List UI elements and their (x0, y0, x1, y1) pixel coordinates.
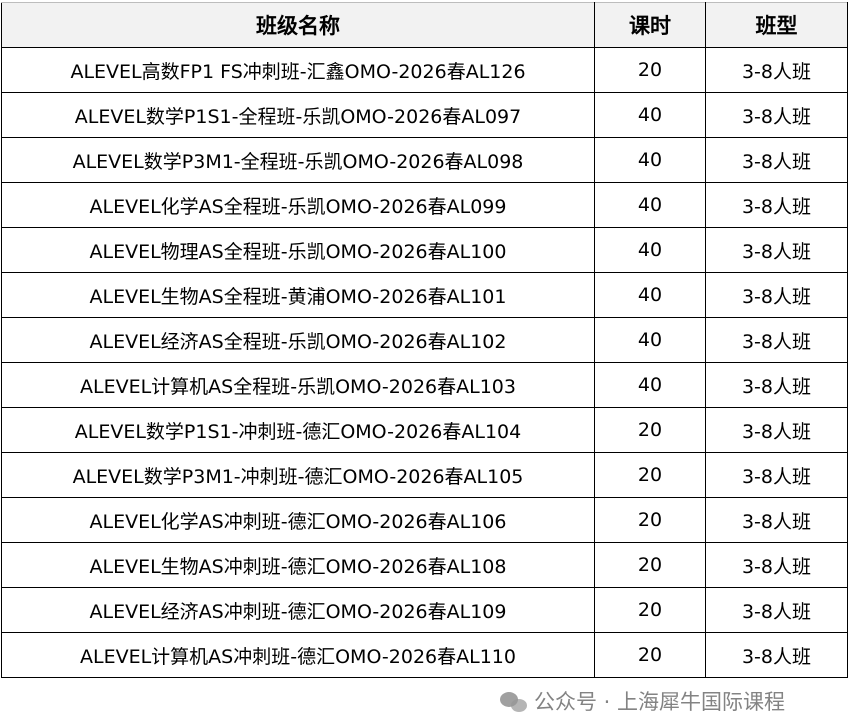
cell-class-name: ALEVEL生物AS全程班-黄浦OMO-2026春AL101 (1, 272, 595, 318)
cell-hours: 40 (594, 272, 706, 318)
cell-hours: 20 (594, 452, 706, 498)
cell-class-name: ALEVEL计算机AS冲刺班-德汇OMO-2026春AL110 (1, 632, 595, 678)
header-class-name: 班级名称 (1, 2, 595, 48)
table-row: ALEVEL计算机AS全程班-乐凯OMO-2026春AL103 40 3-8人班 (1, 362, 848, 408)
cell-class-name: ALEVEL数学P1S1-冲刺班-德汇OMO-2026春AL104 (1, 407, 595, 453)
cell-class-name: ALEVEL数学P1S1-全程班-乐凯OMO-2026春AL097 (1, 92, 595, 138)
wechat-icon (500, 690, 528, 714)
cell-class-name: ALEVEL经济AS冲刺班-德汇OMO-2026春AL109 (1, 587, 595, 633)
cell-hours: 40 (594, 227, 706, 273)
table-row: ALEVEL经济AS冲刺班-德汇OMO-2026春AL109 20 3-8人班 (1, 587, 848, 633)
cell-class-name: ALEVEL化学AS冲刺班-德汇OMO-2026春AL106 (1, 497, 595, 543)
cell-class-type: 3-8人班 (705, 497, 848, 543)
table-row: ALEVEL化学AS冲刺班-德汇OMO-2026春AL106 20 3-8人班 (1, 497, 848, 543)
cell-hours: 40 (594, 137, 706, 183)
table-row: ALEVEL数学P3M1-全程班-乐凯OMO-2026春AL098 40 3-8人班 (1, 137, 848, 183)
class-schedule-table: 班级名称 课时 班型 ALEVEL高数FP1 FS冲刺班-汇鑫OMO-2026春… (1, 2, 848, 678)
cell-class-type: 3-8人班 (705, 227, 848, 273)
cell-hours: 40 (594, 92, 706, 138)
table-row: ALEVEL计算机AS冲刺班-德汇OMO-2026春AL110 20 3-8人班 (1, 632, 848, 678)
cell-class-type: 3-8人班 (705, 587, 848, 633)
table-row: ALEVEL物理AS全程班-乐凯OMO-2026春AL100 40 3-8人班 (1, 227, 848, 273)
watermark-text: 公众号 · 上海犀牛国际课程 (534, 690, 786, 714)
cell-class-type: 3-8人班 (705, 47, 848, 93)
cell-class-name: ALEVEL物理AS全程班-乐凯OMO-2026春AL100 (1, 227, 595, 273)
table-row: ALEVEL生物AS冲刺班-德汇OMO-2026春AL108 20 3-8人班 (1, 542, 848, 588)
cell-class-type: 3-8人班 (705, 452, 848, 498)
cell-class-type: 3-8人班 (705, 542, 848, 588)
header-hours: 课时 (594, 2, 706, 48)
table-row: ALEVEL数学P1S1-全程班-乐凯OMO-2026春AL097 40 3-8人班 (1, 92, 848, 138)
table-row: ALEVEL化学AS全程班-乐凯OMO-2026春AL099 40 3-8人班 (1, 182, 848, 228)
table-row: ALEVEL数学P1S1-冲刺班-德汇OMO-2026春AL104 20 3-8人班 (1, 407, 848, 453)
header-row: 班级名称 课时 班型 (1, 2, 848, 48)
cell-class-name: ALEVEL计算机AS全程班-乐凯OMO-2026春AL103 (1, 362, 595, 408)
watermark: 公众号 · 上海犀牛国际课程 (500, 688, 785, 716)
cell-class-type: 3-8人班 (705, 92, 848, 138)
cell-class-name: ALEVEL化学AS全程班-乐凯OMO-2026春AL099 (1, 182, 595, 228)
cell-class-type: 3-8人班 (705, 407, 848, 453)
cell-class-name: ALEVEL生物AS冲刺班-德汇OMO-2026春AL108 (1, 542, 595, 588)
table-row: ALEVEL经济AS全程班-乐凯OMO-2026春AL102 40 3-8人班 (1, 317, 848, 363)
table-row: ALEVEL生物AS全程班-黄浦OMO-2026春AL101 40 3-8人班 (1, 272, 848, 318)
header-class-type: 班型 (705, 2, 848, 48)
cell-hours: 40 (594, 317, 706, 363)
table-row: ALEVEL高数FP1 FS冲刺班-汇鑫OMO-2026春AL126 20 3-8人… (1, 47, 848, 93)
cell-class-name: ALEVEL数学P3M1-全程班-乐凯OMO-2026春AL098 (1, 137, 595, 183)
cell-class-name: ALEVEL经济AS全程班-乐凯OMO-2026春AL102 (1, 317, 595, 363)
cell-hours: 40 (594, 362, 706, 408)
cell-class-name: ALEVEL高数FP1 FS冲刺班-汇鑫OMO-2026春AL126 (1, 47, 595, 93)
cell-class-type: 3-8人班 (705, 632, 848, 678)
cell-hours: 20 (594, 542, 706, 588)
cell-hours: 20 (594, 587, 706, 633)
table-row: ALEVEL数学P3M1-冲刺班-德汇OMO-2026春AL105 20 3-8人班 (1, 452, 848, 498)
cell-hours: 20 (594, 47, 706, 93)
cell-class-name: ALEVEL数学P3M1-冲刺班-德汇OMO-2026春AL105 (1, 452, 595, 498)
cell-hours: 20 (594, 632, 706, 678)
cell-class-type: 3-8人班 (705, 317, 848, 363)
cell-hours: 40 (594, 182, 706, 228)
cell-class-type: 3-8人班 (705, 272, 848, 318)
cell-hours: 20 (594, 407, 706, 453)
cell-hours: 20 (594, 497, 706, 543)
cell-class-type: 3-8人班 (705, 137, 848, 183)
cell-class-type: 3-8人班 (705, 362, 848, 408)
cell-class-type: 3-8人班 (705, 182, 848, 228)
